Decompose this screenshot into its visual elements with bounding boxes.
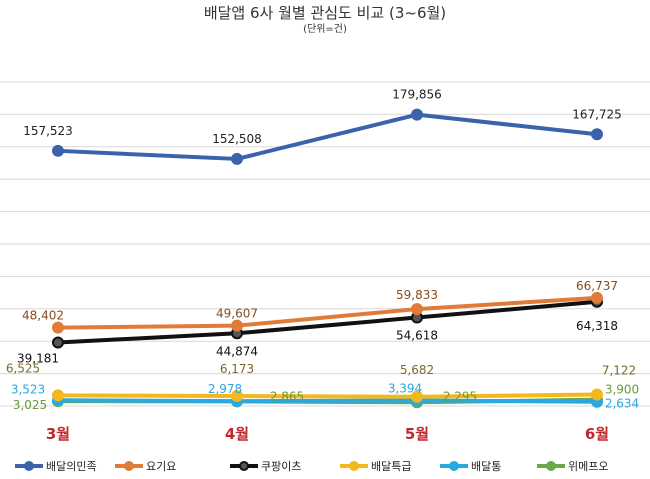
data-point bbox=[52, 389, 64, 402]
data-label: 7,122 bbox=[602, 363, 636, 377]
data-label: 66,737 bbox=[576, 279, 618, 293]
data-label: 39,181 bbox=[17, 352, 59, 366]
data-point bbox=[411, 108, 423, 121]
data-point bbox=[231, 389, 243, 402]
legend-marker-icon bbox=[449, 461, 459, 471]
data-point bbox=[591, 291, 603, 304]
legend-marker-icon bbox=[546, 461, 556, 471]
legend-item: 배달의민족 bbox=[15, 460, 97, 473]
data-label: 6,525 bbox=[6, 361, 40, 375]
data-label: 179,856 bbox=[392, 88, 442, 102]
data-label: 152,508 bbox=[212, 132, 262, 146]
chart-title: 배달앱 6사 월별 관심도 비교 (3~6월) bbox=[204, 4, 446, 22]
data-label: 2,865 bbox=[270, 389, 304, 403]
series-line bbox=[57, 398, 598, 404]
legend-label: 요기요 bbox=[146, 460, 176, 473]
data-label: 59,833 bbox=[396, 288, 438, 302]
data-label: 3,025 bbox=[13, 398, 47, 412]
x-tick-label: 3월 bbox=[46, 425, 70, 443]
legend-label: 배달특급 bbox=[371, 460, 411, 473]
data-point bbox=[591, 128, 603, 141]
series-line bbox=[57, 299, 598, 345]
legend-label: 배달통 bbox=[471, 460, 501, 473]
series-line bbox=[57, 112, 598, 161]
legend-marker-icon bbox=[239, 461, 249, 471]
legend-item: 위메프오 bbox=[537, 460, 608, 473]
data-label: 167,725 bbox=[572, 107, 622, 121]
data-label: 54,618 bbox=[396, 329, 438, 343]
legend-item: 배달특급 bbox=[340, 460, 411, 473]
data-point bbox=[52, 144, 64, 157]
data-point bbox=[231, 152, 243, 165]
data-label: 64,318 bbox=[576, 319, 618, 333]
data-label: 5,682 bbox=[400, 363, 434, 377]
legend-item: 요기요 bbox=[115, 460, 176, 473]
data-label: 3,523 bbox=[11, 382, 45, 396]
data-point bbox=[591, 388, 603, 401]
x-tick-label: 6월 bbox=[585, 425, 609, 443]
data-label: 6,173 bbox=[220, 362, 254, 376]
data-label: 2,295 bbox=[443, 389, 477, 403]
legend-marker-icon bbox=[24, 461, 34, 471]
data-point bbox=[52, 321, 64, 334]
legend-marker-icon bbox=[349, 461, 359, 471]
data-point bbox=[52, 336, 64, 349]
data-label: 44,874 bbox=[216, 344, 258, 358]
data-point bbox=[411, 390, 423, 403]
legend-marker-icon bbox=[124, 461, 134, 471]
legend-item: 배달통 bbox=[440, 460, 501, 473]
series-line bbox=[57, 295, 598, 330]
legend-label: 위메프오 bbox=[568, 460, 608, 473]
data-label: 3,394 bbox=[388, 382, 422, 396]
series-line bbox=[57, 392, 598, 399]
legend-label: 쿠팡이츠 bbox=[261, 460, 301, 473]
legend-label: 배달의민족 bbox=[46, 460, 97, 473]
data-point bbox=[231, 319, 243, 332]
data-label: 3,900 bbox=[605, 383, 639, 397]
data-label: 2,634 bbox=[605, 397, 639, 411]
data-label: 157,523 bbox=[23, 124, 73, 138]
data-point bbox=[411, 303, 423, 316]
x-tick-label: 5월 bbox=[405, 425, 429, 443]
data-label: 48,402 bbox=[22, 309, 64, 323]
data-label: 49,607 bbox=[216, 307, 258, 321]
x-tick-label: 4월 bbox=[225, 425, 249, 443]
legend-item: 쿠팡이츠 bbox=[230, 460, 301, 473]
data-label: 2,978 bbox=[208, 382, 242, 396]
chart-subtitle: (단위=건) bbox=[303, 22, 347, 35]
